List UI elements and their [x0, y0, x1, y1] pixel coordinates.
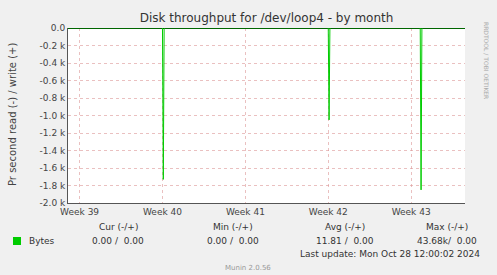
- svg-text:Last update: Mon Oct 28 12:00:: Last update: Mon Oct 28 12:00:02 2024: [300, 249, 480, 259]
- svg-text:Week 41: Week 41: [226, 207, 265, 217]
- svg-text:-0.8 k: -0.8 k: [40, 93, 66, 103]
- svg-text:-1.8 k: -1.8 k: [40, 181, 66, 191]
- svg-text:11.81 / 0.00: 11.81 / 0.00: [316, 236, 374, 246]
- svg-text:-0.6 k: -0.6 k: [40, 76, 66, 86]
- svg-text:Week 42: Week 42: [309, 207, 348, 217]
- svg-text:-1.6 k: -1.6 k: [40, 163, 66, 173]
- svg-text:-0.4 k: -0.4 k: [40, 58, 66, 68]
- svg-text:-2.0 k: -2.0 k: [40, 198, 66, 208]
- svg-text:Week 43: Week 43: [392, 207, 431, 217]
- svg-text:Week 40: Week 40: [143, 207, 182, 217]
- svg-text:Avg (-/+): Avg (-/+): [325, 222, 365, 232]
- svg-text:-1.2 k: -1.2 k: [40, 128, 66, 138]
- svg-text:-1.4 k: -1.4 k: [40, 146, 66, 156]
- svg-text:0.0: 0.0: [51, 23, 66, 33]
- svg-text:0.00 / 0.00: 0.00 / 0.00: [207, 236, 259, 246]
- svg-text:Max (-/+): Max (-/+): [426, 222, 468, 232]
- svg-text:-0.2 k: -0.2 k: [40, 41, 66, 51]
- svg-text:Bytes: Bytes: [29, 236, 55, 246]
- svg-text:Week 39: Week 39: [60, 207, 99, 217]
- svg-text:Munin 2.0.56: Munin 2.0.56: [225, 264, 271, 272]
- svg-text:Cur (-/+): Cur (-/+): [99, 222, 138, 232]
- svg-text:-1.0 k: -1.0 k: [40, 111, 66, 121]
- svg-text:0.00 / 0.00: 0.00 / 0.00: [92, 236, 144, 246]
- svg-text:43.68k/ 0.00: 43.68k/ 0.00: [417, 236, 477, 246]
- svg-text:RRDTOOL / TOBI OETIKER: RRDTOOL / TOBI OETIKER: [483, 22, 490, 99]
- svg-text:Disk throughput for /dev/loop4: Disk throughput for /dev/loop4 - by mont…: [140, 11, 394, 25]
- svg-text:Min (-/+): Min (-/+): [213, 222, 253, 232]
- svg-text:Pr second read (-) / write (+): Pr second read (-) / write (+): [7, 43, 18, 186]
